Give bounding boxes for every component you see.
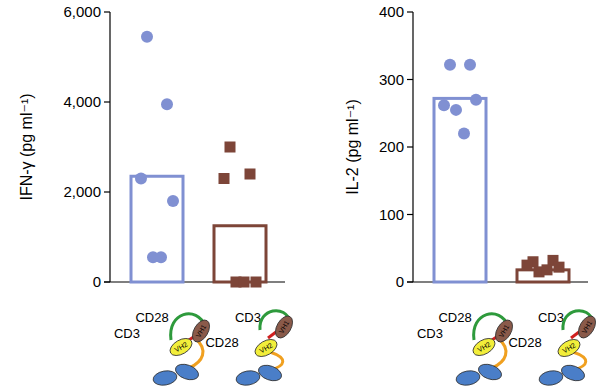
domain: [559, 362, 586, 383]
y-tick-label: 0: [396, 273, 404, 290]
panel: 02,0004,0006,000IFN-γ (pg ml⁻¹)CD28CD3VH…: [18, 3, 296, 387]
y-axis-label: IL-2 (pg ml⁻¹): [344, 99, 361, 195]
data-point: [161, 98, 173, 110]
domain-label: VH2: [173, 341, 188, 354]
data-point: [251, 277, 262, 288]
domain-label: VH1: [278, 319, 291, 334]
domain-label: VH2: [476, 341, 491, 354]
data-point: [239, 277, 250, 288]
category-label: CD28: [135, 310, 168, 325]
y-tick: [407, 281, 413, 282]
chart-root: 02,0004,0006,000IFN-γ (pg ml⁻¹)CD28CD3VH…: [0, 0, 606, 391]
y-axis-label: IFN-γ (pg ml⁻¹): [18, 93, 35, 200]
data-point: [135, 173, 147, 185]
panel: 0100200300400IL-2 (pg ml⁻¹)CD28CD3VH2VH1…: [344, 3, 599, 387]
category-label: CD3: [538, 310, 564, 325]
y-tick: [104, 191, 110, 192]
marks: [131, 31, 266, 288]
category-label: CD3: [235, 310, 261, 325]
y-axis: [109, 12, 110, 282]
linker: [268, 332, 276, 338]
chart-svg: 02,0004,0006,000IFN-γ (pg ml⁻¹)CD28CD3VH…: [0, 0, 606, 391]
y-tick-label: 4,000: [63, 93, 101, 110]
domain: [235, 369, 261, 387]
data-point: [219, 173, 230, 184]
y-tick-label: 0: [93, 273, 101, 290]
domain-label: VH2: [258, 342, 273, 355]
domain: [173, 361, 200, 382]
y-tick-label: 2,000: [63, 183, 101, 200]
category-label: CD28: [205, 335, 238, 350]
category-label: CD3: [114, 326, 140, 341]
y-tick-label: 300: [379, 71, 404, 88]
category-label: CD28: [438, 310, 471, 325]
data-point: [155, 251, 167, 263]
y-tick: [104, 11, 110, 12]
data-point: [444, 59, 456, 71]
bar: [434, 98, 486, 282]
construct-icon: CD28CD3VH2VH1: [114, 310, 213, 387]
y-tick: [407, 11, 413, 12]
y-tick: [104, 281, 110, 282]
domain: [167, 335, 195, 359]
domain-label: VH1: [581, 319, 594, 334]
domain: [555, 336, 583, 360]
domain: [455, 369, 481, 387]
y-tick-label: 100: [379, 206, 404, 223]
data-point: [225, 142, 236, 153]
category-label: CD3: [417, 326, 443, 341]
data-point: [450, 104, 462, 116]
domain-label: VH2: [561, 342, 576, 355]
bar: [131, 176, 183, 282]
y-tick-label: 400: [379, 3, 404, 20]
domain: [152, 369, 178, 387]
data-point: [167, 195, 179, 207]
domain: [575, 313, 599, 341]
data-point: [458, 128, 470, 140]
y-tick: [407, 79, 413, 80]
data-point: [464, 59, 476, 71]
y-tick: [407, 214, 413, 215]
construct-icon: CD3 CD28 VH2 VH1: [205, 310, 296, 387]
data-point: [438, 99, 450, 111]
data-point: [554, 262, 565, 273]
linker: [571, 332, 579, 338]
domain: [252, 336, 280, 360]
y-tick: [104, 101, 110, 102]
domain: [256, 362, 283, 383]
y-tick: [407, 146, 413, 147]
marks: [434, 59, 569, 282]
construct-icon: CD28CD3VH2VH1: [417, 310, 516, 387]
domain: [470, 335, 498, 359]
data-point: [470, 94, 482, 106]
domain: [476, 361, 503, 382]
data-point: [542, 264, 553, 275]
category-label: CD28: [508, 335, 541, 350]
data-point: [245, 169, 256, 180]
construct-icon: CD3 CD28 VH2 VH1: [508, 310, 599, 387]
data-point: [522, 260, 533, 271]
data-point: [141, 31, 153, 43]
domain: [538, 369, 564, 387]
domain: [272, 313, 296, 341]
y-tick-label: 200: [379, 138, 404, 155]
y-tick-label: 6,000: [63, 3, 101, 20]
bar: [214, 226, 266, 282]
